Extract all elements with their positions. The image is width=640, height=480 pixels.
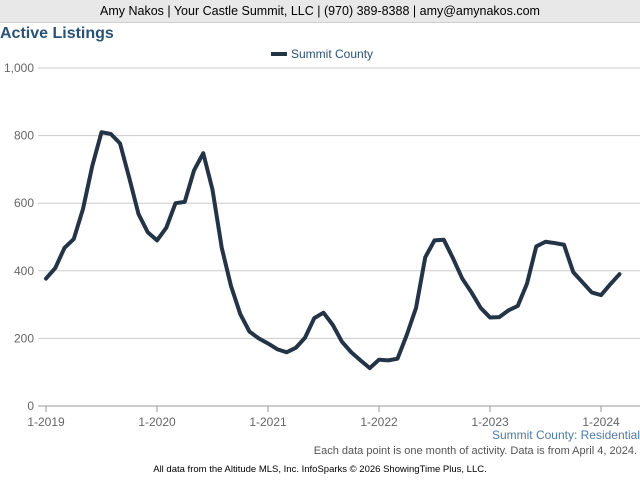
contact-header: Amy Nakos | Your Castle Summit, LLC | (9… (0, 0, 640, 23)
x-axis-ticks: 1-2019 1-2020 1-2021 1-2022 1-2023 1-2024 (27, 406, 620, 429)
x-tick-label: 1-2022 (360, 415, 398, 429)
x-tick-label: 1-2019 (27, 415, 65, 429)
x-tick-label: 1-2020 (138, 415, 176, 429)
y-tick-label: 200 (14, 331, 34, 345)
grid-layer (38, 67, 640, 407)
y-tick-label: 400 (14, 264, 34, 278)
chart-title: Active Listings (0, 25, 114, 42)
legend-label: Summit County (291, 47, 373, 61)
y-tick-label: 1,000 (4, 61, 34, 75)
y-tick-label: 600 (14, 196, 34, 210)
y-tick-label: 0 (27, 399, 34, 413)
x-tick-label: 1-2024 (582, 415, 620, 429)
x-tick-label: 1-2023 (471, 415, 509, 429)
chart-legend: Summit County (271, 47, 373, 61)
data-note: Each data point is one month of activity… (313, 445, 637, 457)
y-tick-label: 800 (14, 129, 34, 143)
y-axis-ticks: 0 200 400 600 800 1,000 (4, 61, 34, 413)
footer-attribution: All data from the Altitude MLS, Inc. Inf… (0, 460, 640, 480)
x-tick-label: 1-2021 (249, 415, 287, 429)
source-label: Summit County: Residential (491, 428, 640, 442)
series-line-summit-county (44, 130, 622, 371)
